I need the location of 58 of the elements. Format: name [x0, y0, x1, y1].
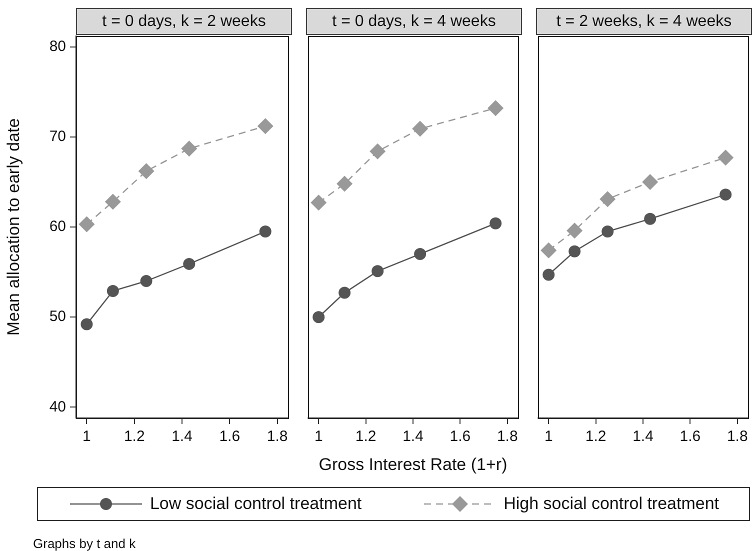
point	[642, 174, 658, 190]
legend-label: High social control treatment	[504, 494, 720, 514]
point	[566, 222, 583, 239]
y-tick-label: 50	[49, 308, 66, 326]
y-tick-label: 70	[49, 128, 66, 146]
x-tick-label: 1.4	[172, 428, 192, 446]
x-tick-label: 1.6	[450, 428, 471, 446]
point	[568, 245, 581, 258]
x-tick-label: 1.8	[266, 428, 288, 446]
point	[720, 188, 732, 201]
point	[181, 140, 198, 157]
x-tick-label: 1	[544, 428, 553, 446]
x-tick-label: 1.2	[355, 428, 376, 446]
legend-label: Low social control treatment	[150, 494, 362, 514]
point	[106, 284, 119, 297]
point	[138, 163, 154, 180]
point	[414, 248, 426, 260]
point	[310, 194, 327, 211]
x-tick-label: 1.8	[496, 428, 518, 446]
point	[602, 226, 614, 238]
x-tick-label: 1	[314, 428, 323, 446]
point	[312, 311, 325, 324]
point	[718, 150, 734, 166]
x-tick-label: 1	[82, 428, 91, 446]
x-tick-label: 1.6	[219, 428, 240, 446]
x-tick-label: 1.6	[680, 428, 701, 446]
point	[490, 217, 502, 230]
point	[644, 212, 656, 225]
x-tick-label: 1.4	[632, 428, 654, 446]
point	[336, 176, 353, 192]
point	[600, 191, 616, 208]
text: Graphs by t and k	[33, 536, 136, 551]
point	[488, 100, 504, 116]
point	[540, 242, 557, 258]
point	[104, 194, 121, 210]
x-tick-label: 1.2	[585, 428, 606, 446]
point	[338, 286, 351, 299]
point	[140, 275, 152, 288]
point	[78, 216, 95, 232]
chart-title: t = 2 weeks, k = 4 weeks	[536, 8, 752, 35]
x-tick-label: 1.4	[402, 428, 424, 446]
point	[542, 268, 555, 281]
x-tick-label: 1.8	[726, 428, 748, 446]
point	[183, 258, 196, 270]
chart-title: t = 0 days, k = 4 weeks	[306, 8, 522, 35]
y-tick-label: 60	[49, 218, 66, 236]
point	[370, 143, 386, 160]
point	[412, 120, 428, 137]
y-axis-title: Mean allocation to early date	[4, 118, 23, 336]
y-tick-label: 80	[49, 38, 66, 55]
y-tick-label: 40	[49, 398, 66, 416]
point	[372, 265, 384, 278]
x-axis-title: Gross Interest Rate (1+r)	[318, 455, 508, 475]
point	[80, 318, 93, 330]
x-tick-label: 1.2	[124, 428, 145, 446]
point	[259, 226, 272, 238]
chart-title: t = 0 days, k = 2 weeks	[76, 8, 292, 35]
point	[257, 118, 274, 134]
